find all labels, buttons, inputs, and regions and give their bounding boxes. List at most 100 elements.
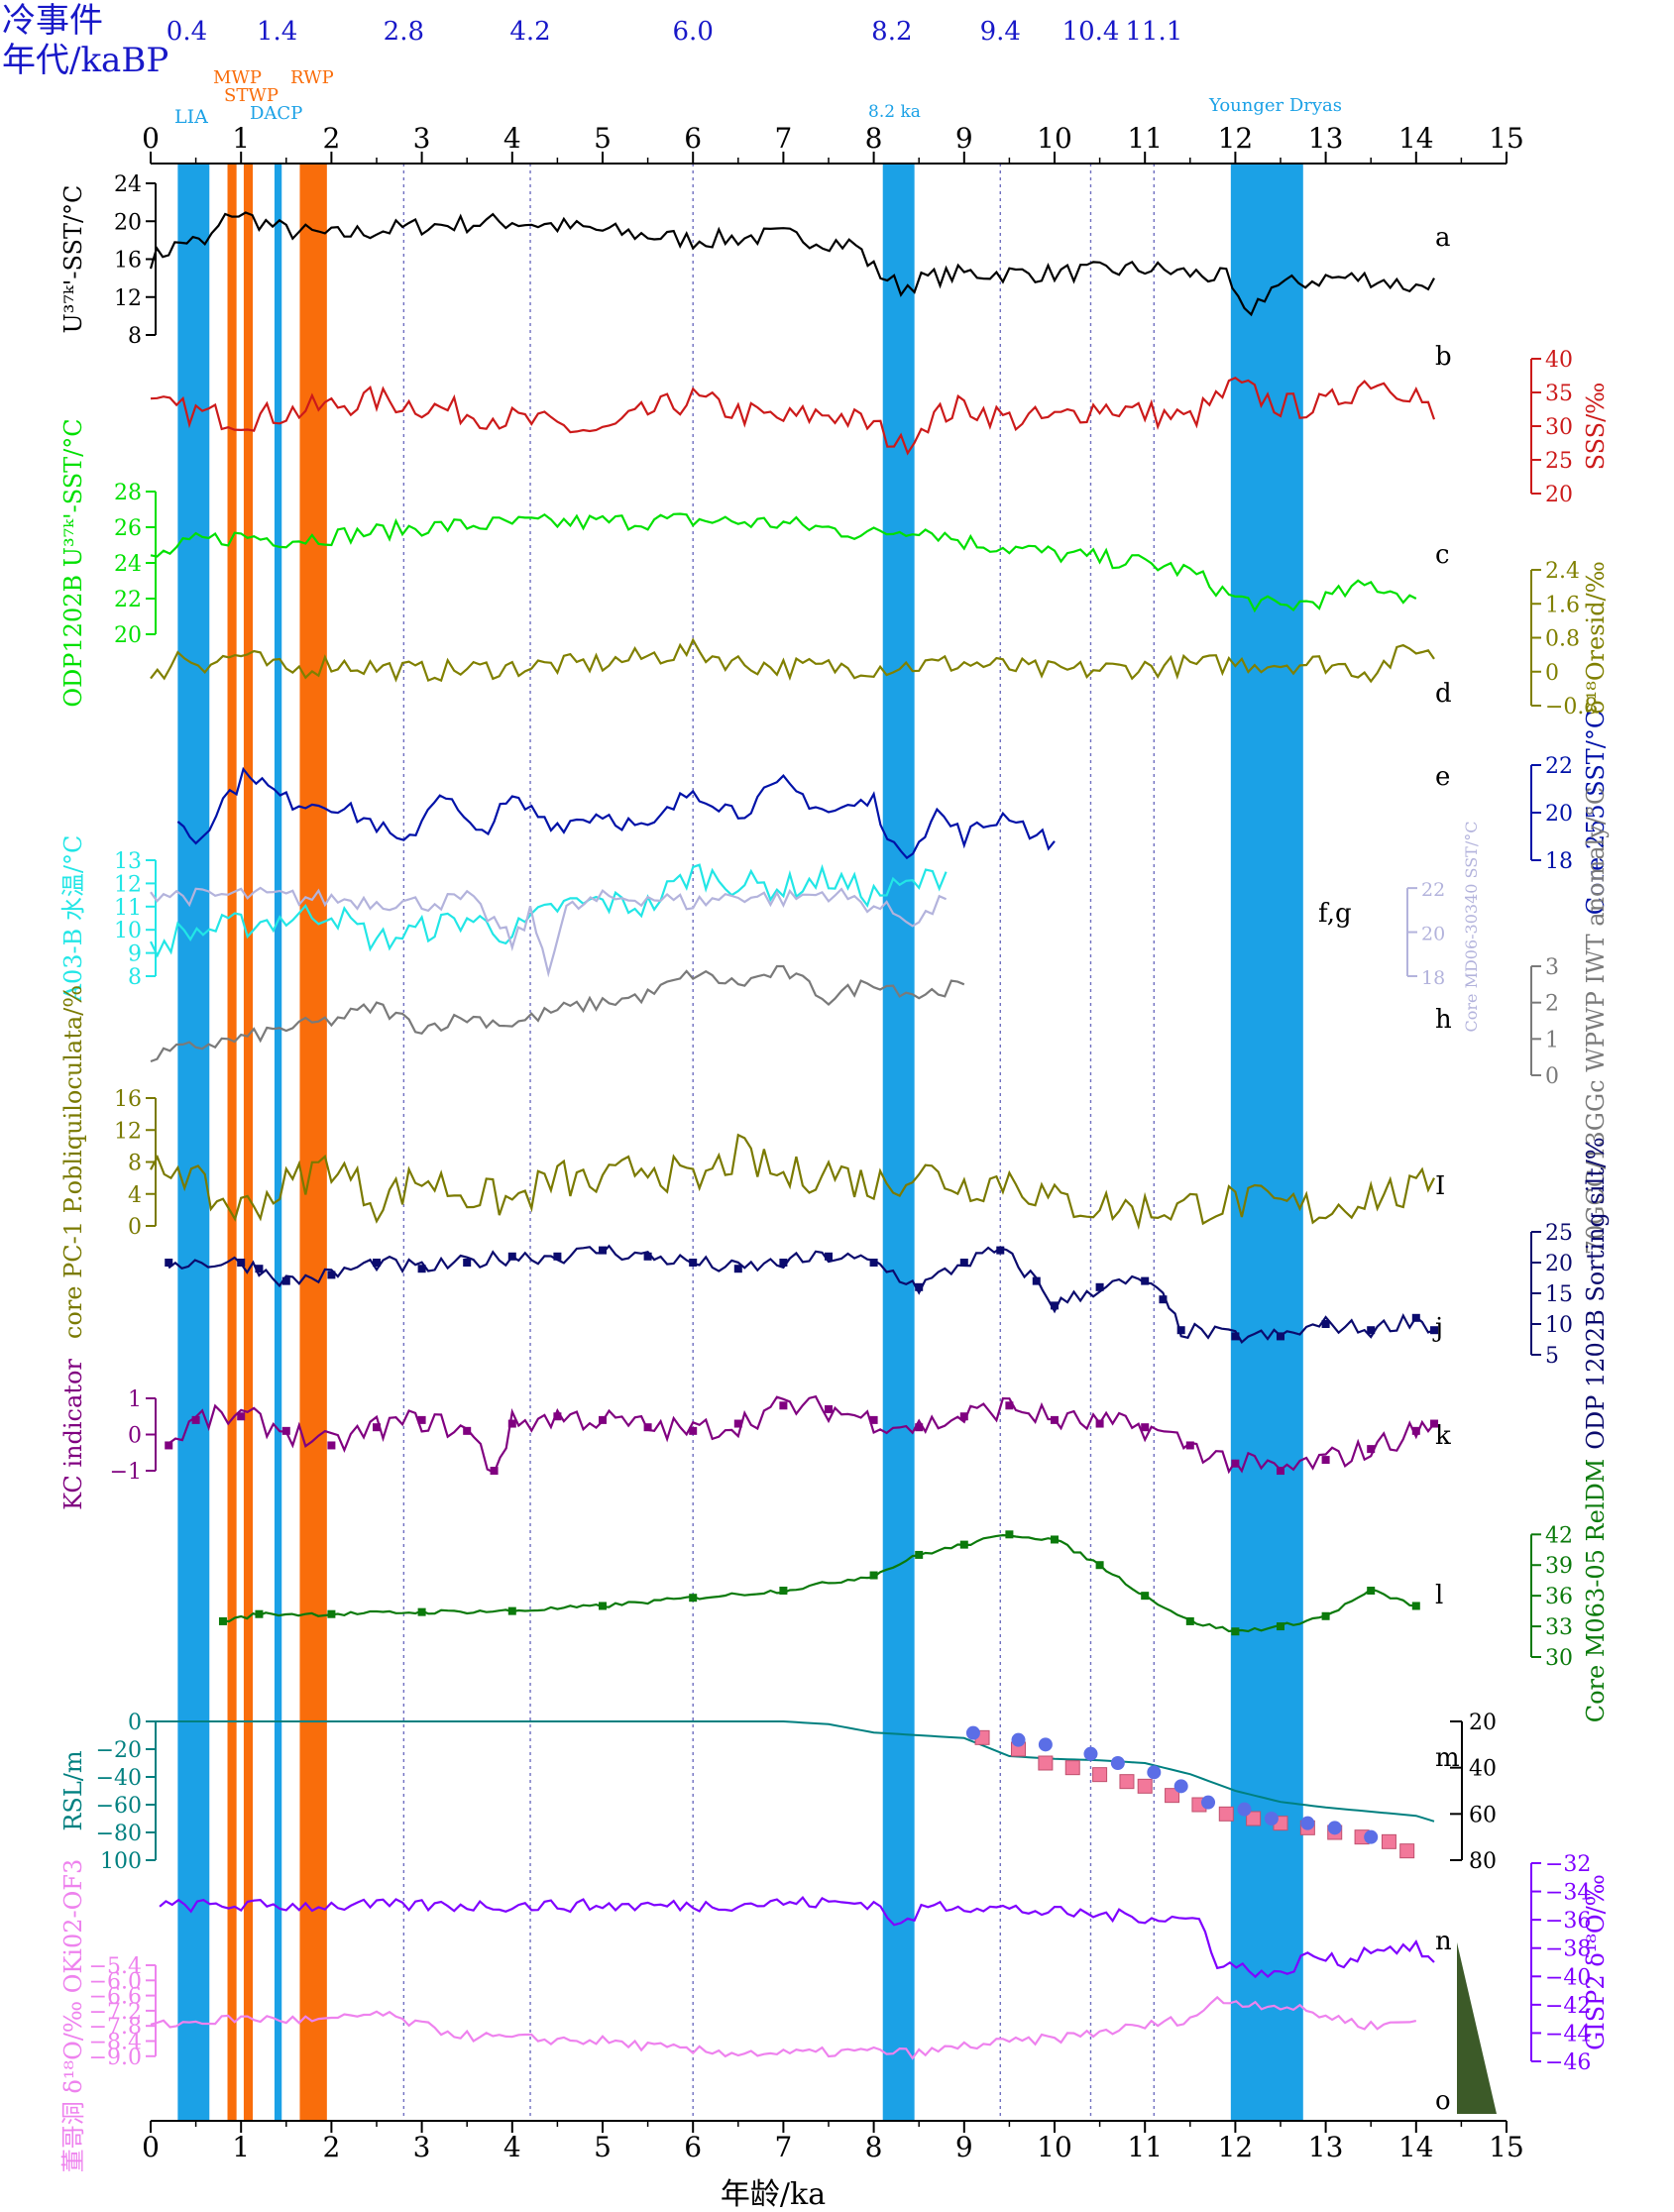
series-marker-k-20	[1005, 1401, 1014, 1410]
series-marker-l-12	[1051, 1535, 1059, 1544]
series-marker-j-29	[1367, 1326, 1376, 1335]
label-stwp: STWP	[224, 85, 279, 106]
cold-event-band-1	[274, 164, 282, 2121]
series-marker-k-5	[373, 1423, 381, 1432]
series-marker-l-3	[417, 1607, 426, 1616]
series-marker-k-21	[1051, 1415, 1059, 1424]
series-line-b	[150, 377, 1436, 456]
x-tick-label-2: 2	[322, 2131, 340, 2163]
y-tick-label-l-4: 30	[1545, 1646, 1573, 1671]
x-tick-label-7: 7	[774, 2131, 792, 2163]
series-marker-j-0	[165, 1259, 173, 1267]
label-mwp: MWP	[213, 67, 262, 88]
y-axis-title-e: Core 255 SST/°C	[1582, 711, 1610, 915]
rsl-square-4	[1092, 1767, 1108, 1783]
x-axis-top: 0 1 2 3 4 5 6 7 8 9 10 11 12 13 14 15	[142, 122, 1524, 165]
event-age-0: 0.4	[167, 17, 207, 47]
warm-period-band-2	[299, 164, 327, 2121]
warm-period-band-0	[227, 164, 237, 2121]
y-axis-title-f: A03-B 水温/°C	[59, 835, 87, 1003]
event-guide-lines	[402, 164, 1156, 2121]
rsl-circle-5	[1147, 1765, 1162, 1780]
event-age-1: 1.4	[257, 17, 297, 47]
series-line-a	[149, 211, 1435, 317]
series-marker-l-10	[959, 1540, 968, 1549]
event-age-8: 11.1	[1125, 17, 1182, 47]
series-marker-l-4	[507, 1606, 516, 1615]
series-line-k	[167, 1394, 1435, 1475]
y-tick-label-b-0: 40	[1545, 348, 1573, 373]
series-marker-l-15	[1185, 1616, 1194, 1625]
y-axis-title-m: RSL/m	[59, 1750, 87, 1831]
y-tick-label-c-3: 22	[114, 588, 142, 612]
y-tick-label-e-1: 20	[1545, 802, 1573, 827]
panel-i: 16 12 8 4 0 core PC-1 P.obliquiloculata/% I	[59, 985, 1445, 1339]
y-tick-label-a-2: 16	[114, 249, 142, 274]
y-axis-title-i: core PC-1 P.obliquiloculata/%	[59, 985, 87, 1339]
rsl-square-2	[1038, 1755, 1054, 1771]
series-marker-l-19	[1367, 1587, 1376, 1595]
event-age-2: 2.8	[384, 17, 424, 47]
y-tick-label-n-2: −36	[1545, 1909, 1591, 1934]
panel-letter-l: l	[1435, 1581, 1443, 1610]
y-tick-label-c-1: 26	[114, 516, 142, 541]
series-marker-k-7	[463, 1426, 472, 1435]
series-marker-j-10	[599, 1246, 607, 1255]
y-tick-label-l-3: 33	[1545, 1615, 1573, 1640]
x-tick-label-4: 4	[503, 122, 521, 155]
series-marker-l-0	[218, 1616, 227, 1625]
y-tick-label-k-1: 0	[128, 1424, 142, 1449]
event-age-4: 6.0	[673, 17, 714, 47]
series-marker-j-20	[1032, 1276, 1041, 1285]
y-tick-label-f-3: 10	[114, 919, 142, 943]
series-marker-j-9	[553, 1252, 562, 1261]
y-tick-label-m-0: 0	[128, 1711, 142, 1735]
y-tick-label-d-3: 0	[1545, 661, 1559, 686]
x-tick-label-7: 7	[774, 122, 792, 155]
x-tick-label-13: 13	[1308, 2131, 1344, 2163]
y-tick-label-j-1: 20	[1545, 1252, 1573, 1276]
series-marker-k-25	[1231, 1459, 1240, 1468]
rsl-circle-0	[965, 1725, 980, 1740]
series-marker-l-1	[255, 1609, 264, 1618]
series-marker-k-17	[869, 1415, 878, 1424]
label-dacp: DACP	[250, 103, 302, 124]
y-tick-label-j-2: 15	[1545, 1282, 1573, 1307]
y-tick-label-a-4: 8	[128, 324, 142, 349]
y-tick-label-e-2: 18	[1545, 849, 1573, 874]
y-tick-label-c-0: 28	[114, 481, 142, 505]
series-marker-j-21	[1051, 1301, 1059, 1310]
y-tick-label-j-4: 5	[1545, 1344, 1559, 1369]
y-tick-label-o-2: −6.6	[89, 1985, 142, 2010]
y-axis-title-c: ODP1202B U³⁷ᵏ'-SST/°C	[59, 418, 87, 707]
series-marker-j-6	[417, 1265, 426, 1273]
series-marker-l-8	[869, 1571, 878, 1580]
y-axis-title-n: GISP2 δ¹⁸O/‰	[1582, 1874, 1610, 2050]
series-marker-k-2	[237, 1412, 246, 1421]
panel-letter-h: h	[1435, 1005, 1452, 1035]
y-axis-title-d: δ¹⁸Oresid/‰	[1582, 561, 1610, 715]
x-tick-label-1: 1	[232, 122, 250, 155]
series-marker-j-30	[1411, 1313, 1420, 1322]
series-marker-k-22	[1095, 1419, 1104, 1428]
y-tick-label-a-3: 12	[114, 286, 142, 311]
series-marker-k-28	[1367, 1445, 1376, 1454]
series-marker-j-31	[1430, 1326, 1439, 1335]
series-marker-l-16	[1231, 1627, 1240, 1636]
y-axis-title-l: Core M063-05 RelDM	[1582, 1459, 1610, 1723]
y-tick-label-c-4: 20	[114, 623, 142, 648]
event-age-3: 4.2	[509, 17, 550, 47]
series-line-j	[167, 1244, 1435, 1344]
series-line-o	[150, 1995, 1417, 2060]
series-marker-k-11	[599, 1415, 607, 1424]
y-tick-label-b-1: 35	[1545, 382, 1573, 406]
panel-letter-k: k	[1435, 1421, 1451, 1451]
rsl-circle-3	[1083, 1746, 1098, 1761]
rsl-right-tick-label-0: 20	[1469, 1711, 1497, 1735]
rsl-circle-11	[1327, 1821, 1342, 1835]
rsl-square-16	[1399, 1843, 1415, 1859]
y-axis-title-k: KC indicator	[59, 1359, 87, 1510]
y-axis-title-a: U³⁷ᵏ'-SST/°C	[59, 185, 87, 334]
y-tick-label-l-2: 36	[1545, 1585, 1573, 1609]
series-line-n	[159, 1896, 1435, 1979]
